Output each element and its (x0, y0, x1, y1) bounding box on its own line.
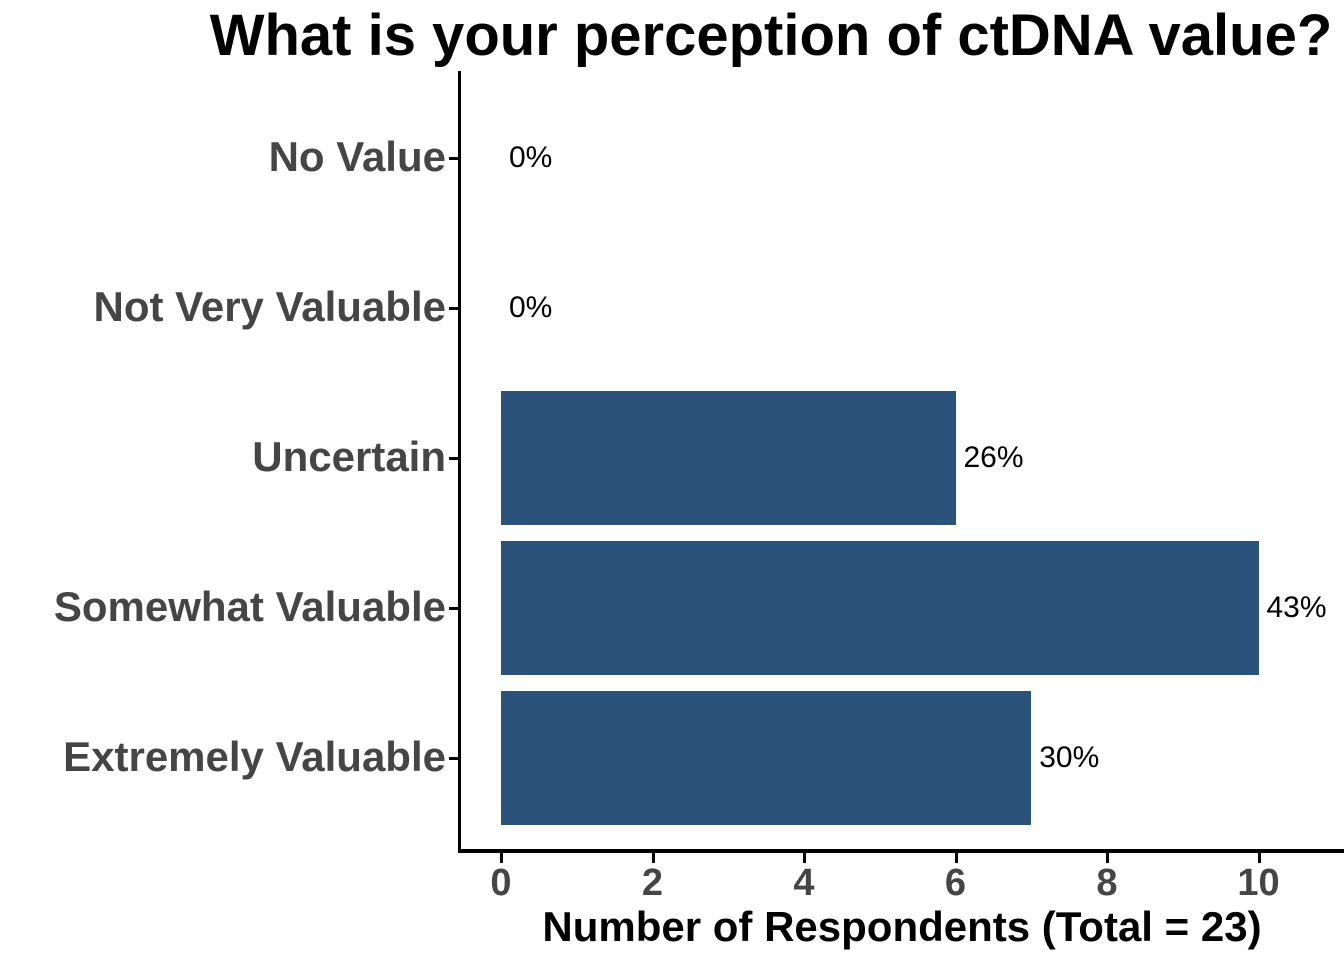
x-axis-line (458, 849, 1344, 853)
y-axis-line (458, 71, 461, 852)
y-axis-tick (449, 757, 459, 760)
y-axis-label: No Value (268, 133, 446, 181)
bar (501, 691, 1032, 825)
y-axis-tick (449, 157, 459, 160)
x-axis-tick-label: 4 (793, 862, 815, 904)
x-axis-tick (500, 853, 503, 863)
chart-title: What is your perception of ctDNA value? (209, 3, 1333, 68)
x-axis-tick-label: 6 (944, 862, 967, 904)
x-axis-tick (954, 853, 958, 863)
x-axis-tick-label: 2 (641, 862, 664, 904)
x-axis-tick-label: 0 (490, 862, 512, 904)
bar-value-label: 43% (1266, 591, 1327, 624)
x-axis-tick (803, 853, 806, 863)
y-axis-label: Not Very Valuable (93, 283, 447, 331)
x-axis-tick (1257, 853, 1261, 863)
y-axis-tick (449, 457, 459, 460)
y-axis-label: Uncertain (252, 433, 446, 481)
y-axis-label: Somewhat Valuable (53, 583, 446, 631)
x-axis-title: Number of Respondents (Total = 23) (542, 903, 1262, 950)
bar-value-label: 0% (509, 141, 553, 174)
x-axis-tick (1106, 853, 1109, 863)
bar-value-label: 30% (1039, 741, 1100, 774)
y-axis-label: Extremely Valuable (63, 733, 446, 781)
x-axis-tick-label: 10 (1237, 862, 1280, 904)
y-axis-tick (449, 307, 459, 310)
x-axis-tick-label: 8 (1096, 862, 1118, 904)
y-axis-tick (449, 607, 459, 610)
bar-value-label: 26% (963, 441, 1024, 474)
bar (501, 541, 1259, 675)
x-axis-tick (651, 853, 655, 863)
bar (501, 391, 956, 525)
bar-value-label: 0% (509, 291, 553, 324)
